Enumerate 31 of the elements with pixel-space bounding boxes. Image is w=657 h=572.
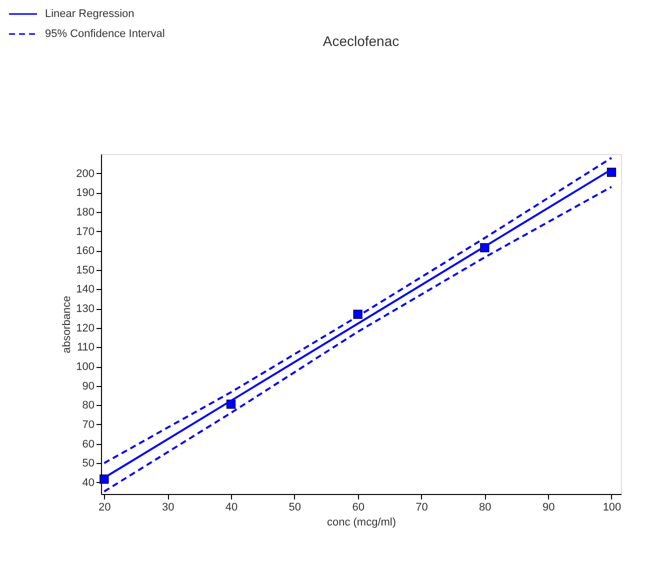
y-tick-label: 170: [76, 226, 94, 238]
y-tick-label: 180: [76, 206, 94, 218]
y-tick-label: 100: [76, 361, 94, 373]
y-tick-label: 200: [76, 168, 94, 180]
x-tick-label: 80: [479, 502, 492, 514]
y-tick-label: 80: [82, 400, 94, 412]
y-axis-title: absorbance: [61, 296, 74, 354]
chart-title: Aceclofenac: [322, 33, 400, 49]
legend-label: 95% Confidence Interval: [45, 28, 165, 40]
legend-label: Linear Regression: [45, 8, 134, 20]
y-tick-label: 190: [76, 187, 94, 200]
x-tick-label: 30: [162, 502, 174, 514]
y-tick-label: 50: [82, 458, 94, 470]
x-tick-label: 100: [602, 502, 622, 514]
x-axis-title: conc (mcg/ml): [326, 516, 396, 528]
x-tick-label: 60: [352, 502, 364, 514]
y-tick-label: 90: [82, 380, 94, 392]
y-tick-label: 60: [82, 438, 94, 450]
y-tick-label: 40: [82, 476, 94, 489]
y-tick-label: 150: [76, 264, 94, 276]
x-tick-label: 70: [416, 502, 428, 514]
y-tick-label: 120: [76, 322, 94, 334]
x-tick-label: 50: [288, 502, 302, 514]
x-tick-label: 90: [542, 502, 555, 514]
y-tick-label: 130: [76, 303, 94, 316]
y-tick-label: 140: [76, 284, 94, 296]
x-tick-label: 40: [225, 502, 238, 514]
y-tick-label: 70: [82, 418, 94, 431]
y-tick-label: 110: [76, 342, 94, 354]
y-tick-label: 160: [76, 245, 94, 258]
x-tick-label: 20: [98, 502, 111, 514]
